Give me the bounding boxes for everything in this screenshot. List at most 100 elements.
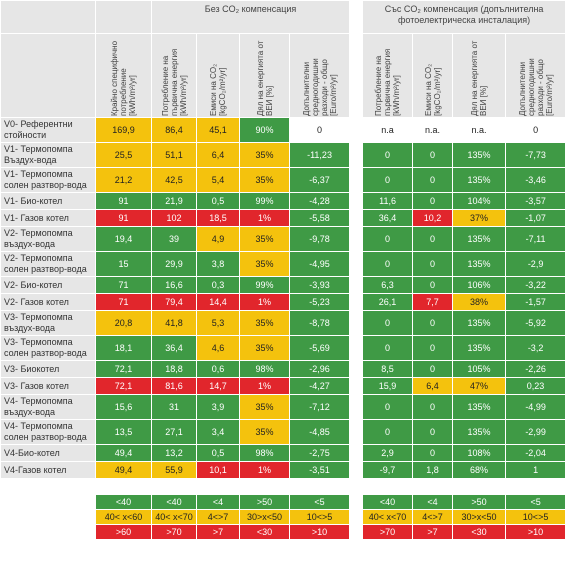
value-cell: -3,2 — [505, 335, 565, 361]
value-cell: 135% — [452, 226, 507, 252]
value-cell: 19,4 — [95, 226, 152, 252]
legend-cell: >50 — [452, 494, 507, 510]
value-cell: -9,7 — [362, 461, 414, 479]
gap — [349, 142, 364, 168]
group-row: Без CO₂ компенсация Със CO₂ компенсация (… — [0, 0, 565, 34]
value-cell: 21,9 — [151, 192, 197, 210]
data-row: V4-Био-котел 49,4 13,2 0,5 98% -2,75 2,9 0 108% -… — [0, 444, 565, 462]
value-cell: 13,2 — [151, 444, 197, 462]
gap — [349, 335, 364, 361]
value-cell: -5,69 — [288, 335, 351, 361]
gap — [349, 377, 364, 395]
gap — [349, 226, 364, 252]
header-row: Крайно специфично потребление [kWh/m²/yr… — [0, 33, 565, 118]
gap — [0, 524, 96, 540]
value-cell: 18,8 — [151, 360, 197, 378]
legend-cell: >7 — [196, 524, 240, 540]
value-cell: n.a. — [412, 117, 454, 143]
value-cell: n.a. — [452, 117, 507, 143]
gap — [349, 276, 364, 294]
data-row: V4-Газов котел 49,4 55,9 10,1 1% -3,51 -9,7 1,8… — [0, 461, 565, 479]
value-cell: 0 — [362, 226, 414, 252]
header-blank — [95, 0, 152, 34]
value-cell: -7,73 — [505, 142, 565, 168]
value-cell: 27,1 — [151, 419, 197, 445]
gap — [349, 394, 364, 420]
value-cell: 0 — [362, 142, 414, 168]
gap — [349, 117, 364, 143]
value-cell: -6,37 — [288, 167, 351, 193]
value-cell: 39 — [151, 226, 197, 252]
value-cell: -11,23 — [288, 142, 351, 168]
value-cell: 2,9 — [362, 444, 414, 462]
value-cell: -1,57 — [505, 293, 565, 311]
gap — [0, 509, 96, 525]
value-cell: 0 — [412, 142, 454, 168]
legend-cell: 40< x<70 — [151, 509, 197, 525]
value-cell: 36,4 — [151, 335, 197, 361]
value-cell: 35% — [239, 394, 290, 420]
value-cell: 0,5 — [196, 444, 240, 462]
legend-cell: <40 — [95, 494, 152, 510]
group-title: Със CO₂ компенсация (допълнителна фотоел… — [362, 0, 565, 34]
legend-cell: 40< x<70 — [362, 509, 414, 525]
value-cell: 35% — [239, 310, 290, 336]
value-cell: -2,99 — [505, 419, 565, 445]
header-cell: Крайно специфично потребление [kWh/m²/yr… — [95, 33, 152, 118]
value-cell: 18,5 — [196, 209, 240, 227]
legend-cell: 4<>7 — [196, 509, 240, 525]
value-cell: 35% — [239, 335, 290, 361]
value-cell: -5,58 — [288, 209, 351, 227]
value-cell: 135% — [452, 310, 507, 336]
legend-cell: >7 — [412, 524, 454, 540]
value-cell: 0 — [505, 117, 565, 143]
gap — [349, 310, 364, 336]
value-cell: 0,3 — [196, 276, 240, 294]
value-cell: 4,9 — [196, 226, 240, 252]
value-cell: 135% — [452, 394, 507, 420]
spacer — [0, 478, 565, 495]
header-cell: Дял на енергията от ВЕИ [%] — [239, 33, 290, 118]
value-cell: 42,5 — [151, 167, 197, 193]
data-row: V4- Термопомпа въздух-вода 15,6 31 3,9 35% -7… — [0, 394, 565, 420]
value-cell: -2,96 — [288, 360, 351, 378]
row-label: V2- Термопомпа въздух-вода — [0, 226, 96, 252]
value-cell: 49,4 — [95, 461, 152, 479]
value-cell: 135% — [452, 335, 507, 361]
value-cell: 71 — [95, 293, 152, 311]
header-cell: Емиси на CO₂ [kgCO₂/m²/yr] — [196, 33, 240, 118]
row-label: V0- Референтни стойности — [0, 117, 96, 143]
legend-cell: 10<>5 — [288, 509, 351, 525]
value-cell: 108% — [452, 444, 507, 462]
value-cell: 35% — [239, 251, 290, 277]
value-cell: 35% — [239, 419, 290, 445]
value-cell: 35% — [239, 142, 290, 168]
value-cell: 72,1 — [95, 360, 152, 378]
table: Без CO₂ компенсация Със CO₂ компенсация (… — [0, 0, 565, 540]
data-row: V3- Биокотел 72,1 18,8 0,6 98% -2,96 8,5 0 105% -… — [0, 360, 565, 378]
header-blank — [0, 0, 96, 34]
row-label: V4- Термопомпа солен разтвор-вода — [0, 419, 96, 445]
data-row: V1- Био-котел 91 21,9 0,5 99% -4,28 11,6 0 104% -… — [0, 192, 565, 210]
value-cell: 99% — [239, 192, 290, 210]
value-cell: 0 — [412, 167, 454, 193]
value-cell: 86,4 — [151, 117, 197, 143]
header-cell: Потребление на първична енергия [kWh/m²/… — [151, 33, 197, 118]
value-cell: 16,6 — [151, 276, 197, 294]
row-label: V2- Термопомпа солен разтвор-вода — [0, 251, 96, 277]
header-cell: Допълнителни средногодишни разходи - общ… — [505, 33, 565, 118]
header-cell: Емиси на CO₂ [kgCO₂/m²/yr] — [412, 33, 454, 118]
legend-cell: 30>x<50 — [452, 509, 507, 525]
legend-cell: 30>x<50 — [239, 509, 290, 525]
gap — [349, 33, 364, 118]
legend-row: >60 >70 >7 <30 >10 >70 >7 <30 >10 — [0, 524, 565, 540]
value-cell: -2,04 — [505, 444, 565, 462]
value-cell: n.a — [362, 117, 414, 143]
data-row: V3- Термопомпа солен разтвор-вода 18,1 36,… — [0, 335, 565, 361]
value-cell: -3,22 — [505, 276, 565, 294]
value-cell: -5,92 — [505, 310, 565, 336]
value-cell: 0 — [412, 310, 454, 336]
value-cell: 14,7 — [196, 377, 240, 395]
value-cell: 0 — [362, 251, 414, 277]
data-row: V4- Термопомпа солен разтвор-вода 13,5 27,… — [0, 419, 565, 445]
